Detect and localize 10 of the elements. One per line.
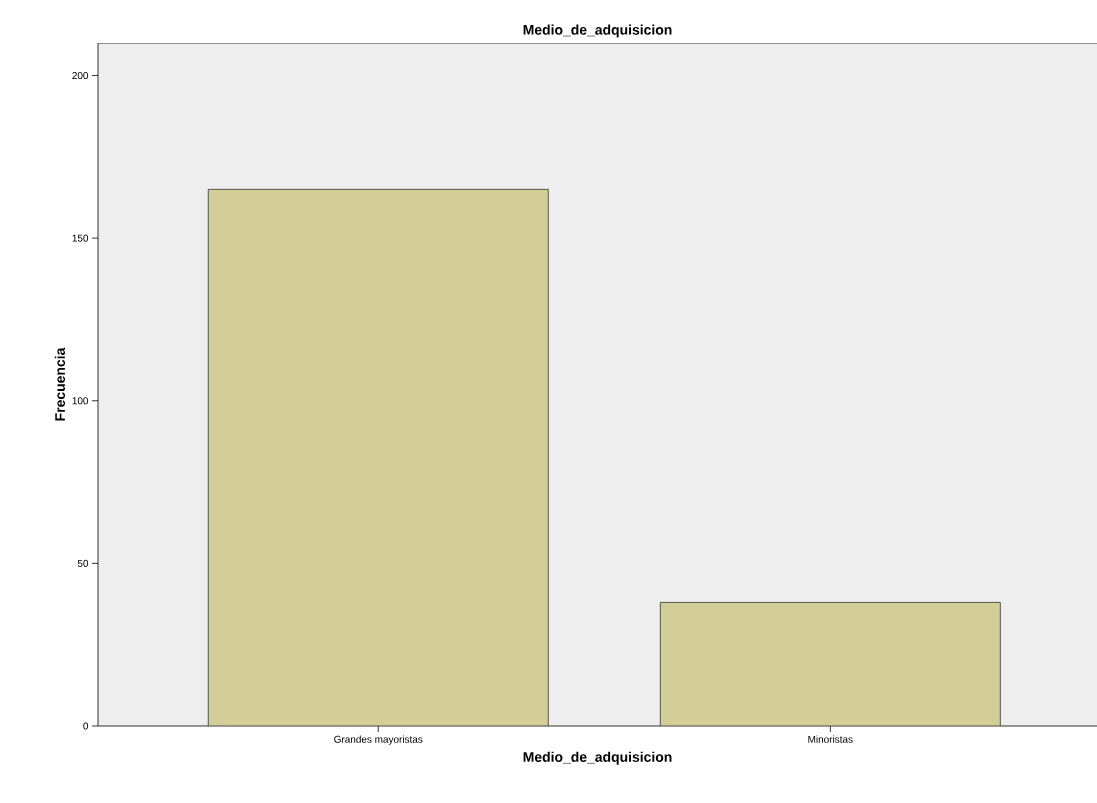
x-tick-label: Grandes mayoristas <box>334 735 423 745</box>
y-tick-label: 150 <box>72 234 89 242</box>
x-axis-title: Medio_de_adquisicion <box>523 751 672 765</box>
y-tick-label: 50 <box>77 559 89 567</box>
y-axis-title: Frecuencia <box>54 347 66 421</box>
y-tick-label: 200 <box>72 71 89 80</box>
y-tick-label: 100 <box>72 397 89 405</box>
x-tick-label: Minoristas <box>808 735 853 743</box>
chart-title: Medio_de_adquisicion <box>523 24 672 38</box>
y-tick-label: 0 <box>83 722 89 730</box>
